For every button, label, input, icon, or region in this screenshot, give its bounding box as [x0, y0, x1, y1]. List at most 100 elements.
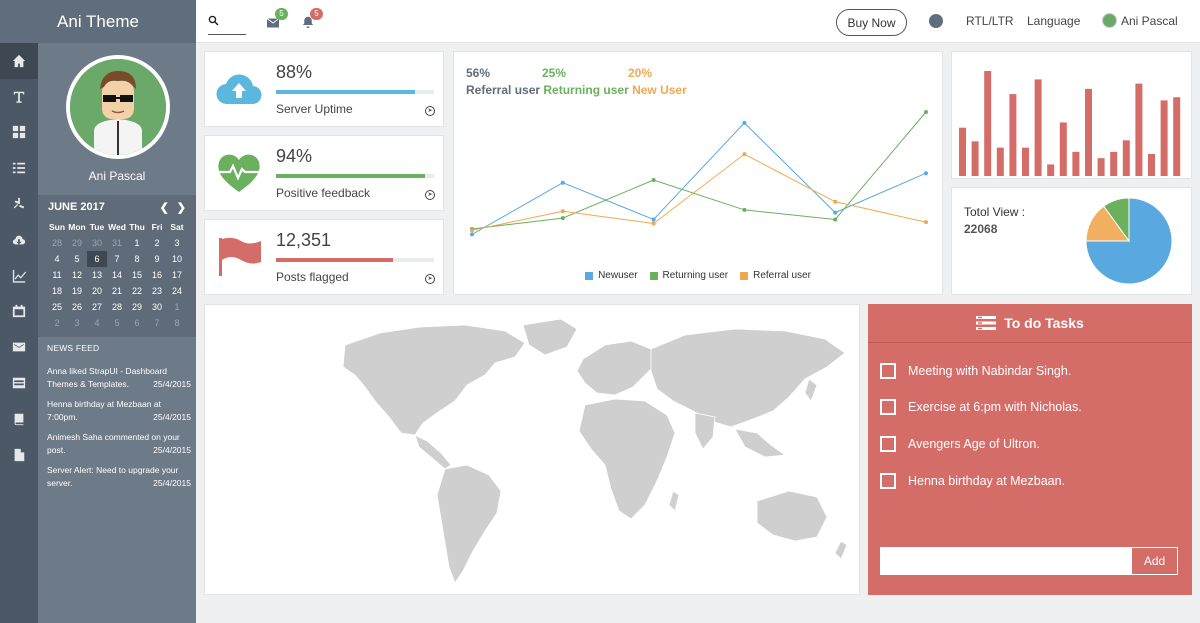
next-month-icon[interactable]: ❯: [176, 201, 186, 214]
calendar-day[interactable]: 15: [131, 270, 142, 280]
calendar-day[interactable]: 3: [174, 238, 180, 248]
calendar-day[interactable]: 26: [71, 302, 82, 312]
bar[interactable]: [1072, 151, 1080, 176]
todo-checkbox[interactable]: [880, 399, 896, 415]
rtl-ltr-toggle[interactable]: RTL/LTR: [966, 14, 1014, 28]
calendar-day[interactable]: 6: [87, 251, 107, 267]
bar[interactable]: [1148, 153, 1155, 176]
notifications-button[interactable]: 5: [302, 8, 323, 33]
legend-item[interactable]: Referral user: [740, 270, 811, 281]
add-task-button[interactable]: Add: [1131, 547, 1178, 575]
series-point[interactable]: [651, 217, 656, 222]
arrow-circle-icon[interactable]: ➤: [425, 106, 435, 116]
calendar-day[interactable]: 7: [154, 318, 160, 328]
calendar-day[interactable]: 16: [151, 270, 162, 280]
theme-color-dot[interactable]: [929, 14, 943, 28]
calendar-day[interactable]: 5: [74, 254, 80, 264]
arrow-circle-icon[interactable]: ➤: [425, 274, 435, 284]
calendar-day[interactable]: 8: [134, 254, 140, 264]
pie-slice[interactable]: [1085, 197, 1173, 285]
calendar-day[interactable]: 14: [111, 270, 122, 280]
news-item[interactable]: Animesh Saha commented on your post. 25/4…: [47, 431, 191, 456]
bar[interactable]: [1135, 83, 1143, 176]
nav-list[interactable]: [0, 150, 38, 186]
nav-cloud[interactable]: [0, 222, 38, 258]
pie-slice[interactable]: [1103, 197, 1130, 243]
calendar-day[interactable]: 4: [54, 254, 60, 264]
bar[interactable]: [1047, 164, 1055, 176]
news-item[interactable]: Server Alert: Need to upgrade your serve…: [47, 464, 191, 489]
bar[interactable]: [1173, 97, 1181, 176]
series-point[interactable]: [470, 232, 474, 237]
calendar-day[interactable]: 12: [71, 270, 82, 280]
series-point[interactable]: [924, 171, 928, 176]
legend-item[interactable]: Newuser: [585, 270, 638, 281]
nav-widgets[interactable]: [0, 115, 38, 151]
calendar-day[interactable]: 10: [171, 254, 182, 264]
series-point[interactable]: [924, 110, 928, 114]
calendar-day[interactable]: 11: [52, 270, 62, 280]
nav-pages[interactable]: [0, 437, 38, 473]
series-point[interactable]: [833, 210, 838, 215]
search-input[interactable]: [208, 11, 246, 35]
prev-month-icon[interactable]: ❮: [159, 201, 169, 214]
calendar-day[interactable]: 2: [154, 238, 160, 248]
bar[interactable]: [1009, 94, 1017, 176]
calendar-day[interactable]: 27: [91, 302, 102, 312]
calendar-day[interactable]: 22: [131, 286, 142, 296]
bar[interactable]: [1097, 158, 1105, 176]
news-item[interactable]: Anna liked StrapUI - Dashboard Themes & …: [47, 365, 191, 390]
calendar-day[interactable]: 25: [51, 302, 62, 312]
bar[interactable]: [984, 71, 992, 176]
series-point[interactable]: [742, 207, 747, 212]
legend-item[interactable]: Returning user: [649, 270, 728, 281]
calendar-day[interactable]: 5: [114, 318, 120, 328]
nav-mail[interactable]: [0, 329, 38, 365]
calendar-day[interactable]: 23: [151, 286, 162, 296]
bar[interactable]: [1160, 100, 1168, 176]
arrow-circle-icon[interactable]: ➤: [425, 190, 435, 200]
bar[interactable]: [996, 147, 1004, 176]
todo-checkbox[interactable]: [880, 363, 896, 379]
bar[interactable]: [1085, 88, 1092, 176]
calendar-day[interactable]: 28: [51, 238, 62, 248]
new-task-input[interactable]: [880, 547, 1132, 575]
series-point[interactable]: [651, 221, 656, 226]
calendar-day[interactable]: 17: [171, 270, 182, 280]
nav-calendar[interactable]: [0, 294, 38, 330]
series-point[interactable]: [560, 180, 565, 185]
todo-checkbox[interactable]: [880, 473, 896, 489]
nav-tables[interactable]: [0, 365, 38, 401]
nav-charts[interactable]: [0, 258, 38, 294]
calendar-day[interactable]: 18: [51, 286, 62, 296]
user-menu[interactable]: Ani Pascal: [1102, 13, 1178, 28]
bar[interactable]: [959, 127, 966, 176]
series-point[interactable]: [560, 209, 565, 214]
calendar-day[interactable]: 20: [91, 286, 102, 296]
calendar-day[interactable]: 7: [114, 254, 120, 264]
buy-now-button[interactable]: Buy Now: [836, 9, 907, 36]
calendar-day[interactable]: 3: [74, 318, 80, 328]
calendar-day[interactable]: 28: [111, 302, 122, 312]
bar[interactable]: [1122, 140, 1130, 176]
series-point[interactable]: [833, 199, 838, 204]
calendar-day[interactable]: 9: [154, 254, 160, 264]
mail-button[interactable]: 5: [266, 8, 288, 33]
bar[interactable]: [1059, 122, 1067, 176]
language-menu[interactable]: Language: [1027, 14, 1081, 28]
news-item[interactable]: Henna birthday at Mezbaan at 7:00pm. 25/4…: [47, 398, 191, 423]
calendar-day[interactable]: 13: [91, 270, 102, 280]
series-point[interactable]: [651, 178, 656, 182]
calendar-day[interactable]: 21: [111, 286, 122, 296]
calendar-day[interactable]: 1: [134, 238, 140, 248]
calendar-day[interactable]: 8: [174, 318, 180, 328]
todo-checkbox[interactable]: [880, 436, 896, 452]
calendar-day[interactable]: 29: [131, 302, 142, 312]
nav-typography[interactable]: [0, 79, 38, 115]
series-point[interactable]: [470, 228, 474, 233]
nav-books[interactable]: [0, 401, 38, 437]
calendar-day[interactable]: 30: [91, 238, 102, 248]
calendar-day[interactable]: 30: [151, 302, 162, 312]
series-point[interactable]: [742, 152, 747, 157]
calendar-day[interactable]: 31: [111, 238, 122, 248]
